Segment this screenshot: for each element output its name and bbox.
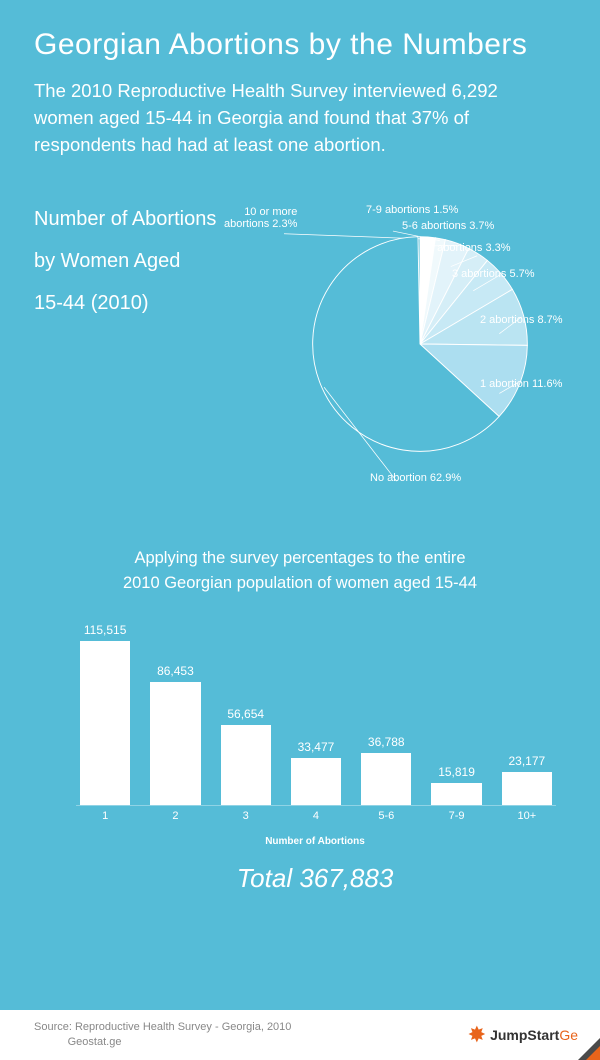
pie-slice-label: 4 abortions 3.3% (428, 242, 511, 254)
bar-xlabel: Number of Abortions (64, 836, 566, 847)
pie-section: Number of Abortions by Women Aged 15-44 … (34, 198, 566, 538)
bar-rect (291, 758, 341, 805)
bar-chart: Number of women aged 15-44 115,515 86,453… (76, 616, 556, 806)
pie-title: Number of Abortions by Women Aged 15-44 … (34, 198, 216, 324)
pie-title-line: 15-44 (2010) (34, 292, 149, 314)
bar-column: 15,819 (431, 765, 481, 805)
pie-title-line: Number of Abortions (34, 208, 216, 230)
pie-slice-label: 10 or more abortions 2.3% (224, 206, 297, 230)
pie-slice-label: 7-9 abortions 1.5% (366, 204, 458, 216)
jumpstart-star-icon: ✸ (468, 1022, 486, 1048)
bar-value-label: 33,477 (298, 740, 335, 754)
page-title: Georgian Abortions by the Numbers (34, 28, 566, 62)
pie-svg (284, 218, 584, 498)
bar-caption-line: Applying the survey percentages to the e… (134, 549, 465, 567)
bar-value-label: 23,177 (508, 754, 545, 768)
bar-column: 56,654 (221, 707, 271, 805)
pie-slice-label: 5-6 abortions 3.7% (402, 220, 494, 232)
logo-text: JumpStartGe (490, 1027, 578, 1043)
bar-caption-line: 2010 Georgian population of women aged 1… (123, 574, 477, 592)
bar-xtick: 10+ (502, 810, 552, 822)
bar-value-label: 36,788 (368, 735, 405, 749)
bar-ylabel: Number of women aged 15-44 (101, 647, 111, 775)
footer-logo: ✸ JumpStartGe (468, 1022, 578, 1048)
pie-slice-label: 1 abortion 11.6% (480, 378, 562, 390)
footer: Source: Reproductive Health Survey - Geo… (0, 1010, 600, 1060)
pie-slice-label: No abortion 62.9% (370, 472, 461, 484)
bar-total: Total 367,883 (64, 863, 566, 894)
bar-column: 86,453 (150, 664, 200, 804)
bar-rect (150, 682, 200, 804)
bar-rect (502, 772, 552, 805)
bar-xtick: 3 (221, 810, 271, 822)
bar-column: 36,788 (361, 735, 411, 805)
infographic-body: Georgian Abortions by the Numbers The 20… (0, 0, 600, 1010)
bar-rect (361, 753, 411, 805)
bar-value-label: 56,654 (227, 707, 264, 721)
pie-slice-label: 2 abortions 8.7% (480, 314, 563, 326)
bar-xtick: 4 (291, 810, 341, 822)
bar-rect (221, 725, 271, 805)
bars-container: 115,515 86,453 56,654 33,477 36,788 15,819 23,… (76, 616, 556, 805)
bar-rect (431, 783, 481, 805)
corner-triangle-orange (586, 1046, 600, 1060)
bar-value-label: 15,819 (438, 765, 475, 779)
pie-chart (284, 218, 584, 503)
footer-source: Source: Reproductive Health Survey - Geo… (34, 1020, 291, 1051)
bar-column: 23,177 (502, 754, 552, 805)
bar-value-label: 86,453 (157, 664, 194, 678)
bar-xticks: 1 2 3 4 5-6 7-9 10+ (76, 806, 556, 822)
source-line: Source: Reproductive Health Survey - Geo… (34, 1021, 291, 1033)
bar-value-label: 115,515 (84, 623, 127, 637)
source-line: Geostat.ge (68, 1036, 122, 1048)
bar-caption: Applying the survey percentages to the e… (34, 546, 566, 596)
bar-column: 33,477 (291, 740, 341, 805)
logo-text-main: JumpStart (490, 1027, 559, 1043)
logo-text-accent: Ge (559, 1027, 578, 1043)
pie-slice-label: 3 abortions 5.7% (452, 268, 535, 280)
bar-xtick: 1 (80, 810, 130, 822)
pie-title-line: by Women Aged (34, 250, 180, 272)
bar-section: Applying the survey percentages to the e… (34, 546, 566, 894)
bar-xtick: 7-9 (431, 810, 481, 822)
bar-xtick: 5-6 (361, 810, 411, 822)
bar-xtick: 2 (150, 810, 200, 822)
intro-text: The 2010 Reproductive Health Survey inte… (34, 78, 554, 158)
